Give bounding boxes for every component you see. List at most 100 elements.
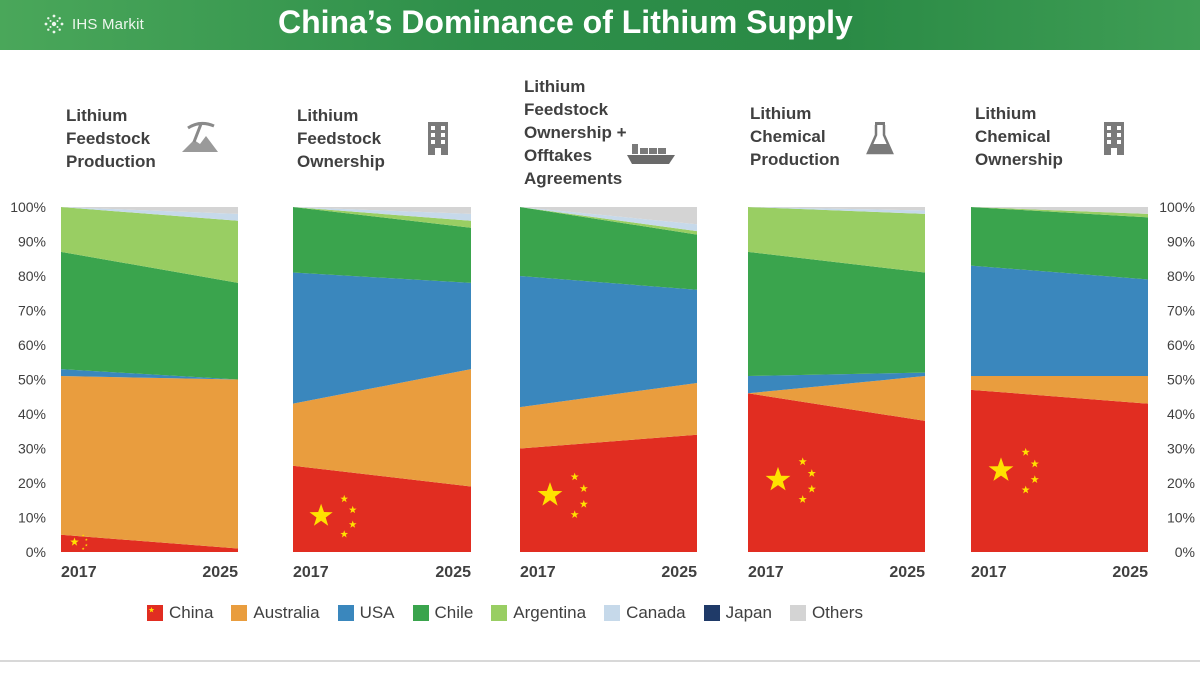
area-chile-panel-5 xyxy=(971,207,1148,280)
panel-3-title: Lithium Feedstock Ownership + Offtakes A… xyxy=(524,75,627,190)
x-tick-label: 2025 xyxy=(435,564,471,581)
area-usa-panel-1 xyxy=(61,369,238,380)
small-star-icon xyxy=(798,495,807,503)
legend-swatch xyxy=(412,605,429,621)
area-canada-panel-4 xyxy=(748,207,925,214)
x-tick-label: 2025 xyxy=(889,564,925,581)
area-australia-panel-3 xyxy=(520,382,697,449)
small-star-icon xyxy=(81,534,85,537)
title-banner: IHS Markit China’s Dominance of Lithium … xyxy=(0,0,1200,50)
y-tick-label-left: 40% xyxy=(18,406,46,422)
y-tick-label-left: 70% xyxy=(18,303,46,319)
area-china-panel-3 xyxy=(520,434,697,552)
panel-4-title-line: Lithium xyxy=(750,104,812,123)
legend-item-china: China xyxy=(147,603,213,623)
building-icon xyxy=(428,122,448,155)
panel-1-title-line: Production xyxy=(66,152,156,171)
y-tick-label-left: 50% xyxy=(18,372,46,388)
legend-swatch xyxy=(491,605,508,621)
area-canada-panel-1 xyxy=(61,207,238,221)
x-tick-label: 2017 xyxy=(748,564,784,581)
y-tick-label-left: 100% xyxy=(10,199,46,215)
legend-label: China xyxy=(169,603,214,622)
panel-5-title-line: Lithium xyxy=(975,104,1037,123)
y-tick-label-left: 30% xyxy=(18,441,46,457)
x-tick-label: 2025 xyxy=(202,564,238,581)
y-tick-label-left: 0% xyxy=(26,544,46,560)
y-tick-label-left: 90% xyxy=(18,234,46,250)
legend-swatch xyxy=(147,605,163,621)
stacked-area-charts: 2017 2025 2017 2025 2017 2025 2017 2025 2017 2025… xyxy=(10,199,1195,581)
area-australia-panel-5 xyxy=(971,376,1148,404)
y-tick-label-right: 0% xyxy=(1175,544,1195,560)
y-tick-label-left: 80% xyxy=(18,268,46,284)
y-tick-label-right: 60% xyxy=(1167,337,1195,353)
divider xyxy=(0,660,1200,662)
panel-4-title: Lithium Chemical Production xyxy=(750,102,840,171)
x-tick-label: 2017 xyxy=(520,564,556,581)
area-usa-panel-2 xyxy=(293,272,471,404)
brand-logo: IHS Markit xyxy=(42,12,144,36)
legend-item-usa: USA xyxy=(337,603,395,623)
area-usa-panel-5 xyxy=(971,265,1148,377)
flask-icon xyxy=(866,122,894,155)
legend-item-canada: Canada xyxy=(604,603,686,623)
area-others-panel-2 xyxy=(293,207,471,214)
legend-label: Australia xyxy=(253,603,320,622)
legend-swatch xyxy=(337,605,354,621)
y-tick-label-right: 40% xyxy=(1167,406,1195,422)
small-star-icon xyxy=(807,469,816,477)
x-tick-label: 2017 xyxy=(293,564,329,581)
small-star-icon xyxy=(570,510,579,518)
big-star-icon xyxy=(70,537,79,546)
panel-3-title-line: Offtakes xyxy=(524,146,593,165)
x-tick-label: 2017 xyxy=(971,564,1007,581)
big-star-icon xyxy=(988,457,1014,481)
y-tick-label-left: 10% xyxy=(18,510,46,526)
building-icon xyxy=(1104,122,1124,155)
big-star-icon xyxy=(537,482,563,506)
legend: China Australia USA Chile Argentina Canada Jap… xyxy=(147,603,881,623)
panel-1-title: Lithium Feedstock Production xyxy=(66,104,156,173)
area-china-panel-2 xyxy=(293,465,471,552)
china-flag-stars-panel-1 xyxy=(70,534,88,550)
area-chile-panel-3 xyxy=(520,207,697,290)
area-australia-panel-1 xyxy=(61,376,238,549)
y-tick-label-right: 80% xyxy=(1167,268,1195,284)
area-others-panel-4 xyxy=(748,207,925,211)
small-star-icon xyxy=(1030,475,1039,483)
panel-4-title-line: Chemical xyxy=(750,127,826,146)
area-canada-panel-3 xyxy=(520,207,697,232)
legend-label: USA xyxy=(359,603,395,622)
area-usa-panel-4 xyxy=(748,372,925,394)
legend-label: Canada xyxy=(626,603,686,622)
panel-2-title-line: Feedstock xyxy=(297,129,382,148)
small-star-icon xyxy=(84,543,88,547)
legend-swatch xyxy=(703,605,720,621)
panel-2-title-line: Lithium xyxy=(297,106,359,125)
small-star-icon xyxy=(348,505,357,514)
area-china-panel-4 xyxy=(748,393,925,552)
area-others-panel-1 xyxy=(61,207,238,214)
legend-label: Others xyxy=(811,603,863,622)
panel-3-title-line: Lithium xyxy=(524,77,586,96)
small-star-icon xyxy=(807,484,816,493)
small-star-icon xyxy=(1030,459,1039,468)
x-tick-label: 2025 xyxy=(1112,564,1148,581)
area-others-panel-3 xyxy=(520,207,697,225)
panel-4-title-line: Production xyxy=(750,150,840,169)
legend-item-japan: Japan xyxy=(703,603,772,623)
area-china-panel-5 xyxy=(971,389,1148,552)
small-star-icon xyxy=(84,538,88,541)
y-tick-label-right: 100% xyxy=(1159,199,1195,215)
panel-5-title-line: Chemical xyxy=(975,127,1051,146)
area-chile-panel-2 xyxy=(293,207,471,283)
y-tick-label-right: 10% xyxy=(1167,510,1195,526)
x-tick-label: 2025 xyxy=(661,564,697,581)
area-china-panel-1 xyxy=(61,534,238,552)
legend-item-others: Others xyxy=(789,603,863,623)
legend-swatch xyxy=(604,605,621,621)
china-flag-stars-panel-2 xyxy=(309,494,357,538)
y-tick-label-right: 70% xyxy=(1167,303,1195,319)
